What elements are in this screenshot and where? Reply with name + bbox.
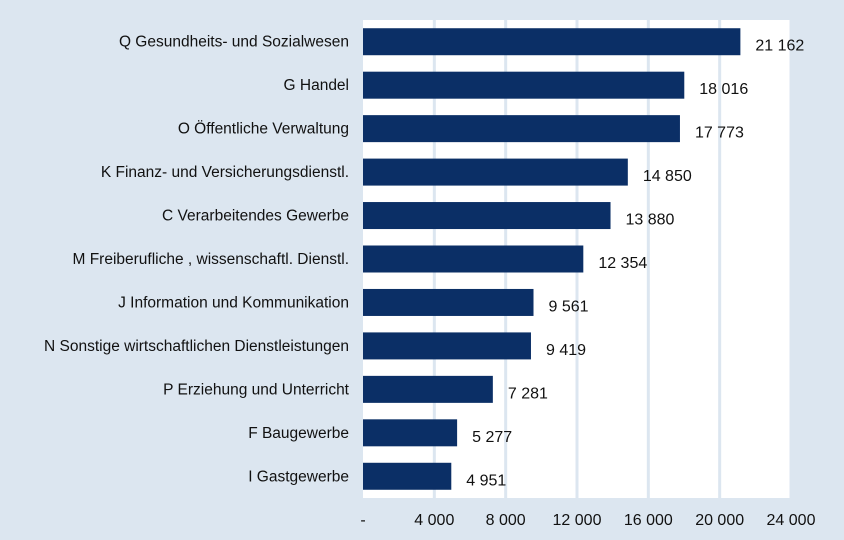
category-label: O Öffentliche Verwaltung <box>178 120 349 138</box>
bar <box>363 462 452 490</box>
bar <box>363 28 741 56</box>
data-label: 9 561 <box>549 298 589 315</box>
data-label: 4 951 <box>466 472 506 489</box>
category-label: F Baugewerbe <box>248 425 349 442</box>
category-label: Q Gesundheits- und Sozialwesen <box>119 34 349 51</box>
bar <box>363 288 534 316</box>
x-tick-label: - <box>360 512 365 529</box>
x-tick-label: 4 000 <box>414 512 454 529</box>
category-label: M Freiberufliche , wissenschaftl. Dienst… <box>72 251 349 268</box>
data-labels: 21 162 18 016 17 773 14 850 13 880 12 354 9 56… <box>466 38 804 490</box>
data-label: 14 850 <box>643 168 692 185</box>
data-label: 7 281 <box>508 385 548 402</box>
data-label: 17 773 <box>695 125 744 142</box>
x-tick-label: 16 000 <box>624 512 673 529</box>
bars <box>363 28 741 490</box>
category-label: J Information und Kommunikation <box>118 294 349 311</box>
category-label: G Handel <box>284 77 349 94</box>
category-label: K Finanz- und Versicherungsdienstl. <box>101 164 349 181</box>
bar <box>363 71 685 99</box>
bar <box>363 332 531 360</box>
data-label: 9 419 <box>546 342 586 359</box>
bar <box>363 419 458 447</box>
bar <box>363 375 493 403</box>
category-label: P Erziehung und Unterricht <box>163 381 350 398</box>
x-tick-label: 20 000 <box>695 512 744 529</box>
data-label: 12 354 <box>598 255 647 272</box>
bar <box>363 158 628 186</box>
category-labels: Q Gesundheits- und Sozialwesen G Handel O … <box>44 34 350 486</box>
category-label: N Sonstige wirtschaftlichen Dienstleistu… <box>44 338 349 355</box>
category-label: C Verarbeitendes Gewerbe <box>162 208 349 225</box>
data-label: 21 162 <box>755 38 804 55</box>
data-label: 13 880 <box>626 212 675 229</box>
data-label: 18 016 <box>699 81 748 98</box>
bar <box>363 202 611 230</box>
data-label: 5 277 <box>472 429 512 446</box>
x-tick-label: 12 000 <box>553 512 602 529</box>
category-label: I Gastgewerbe <box>248 468 349 485</box>
x-axis-tick-labels: - 4 000 8 000 12 000 16 000 20 000 24 000 <box>360 512 815 529</box>
bar <box>363 115 680 143</box>
x-tick-label: 8 000 <box>486 512 526 529</box>
bar <box>363 245 584 273</box>
x-tick-label: 24 000 <box>767 512 816 529</box>
